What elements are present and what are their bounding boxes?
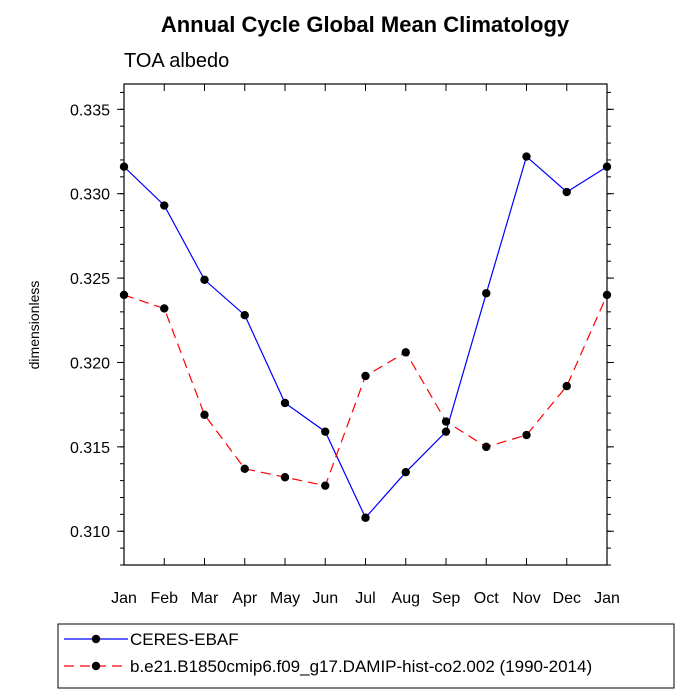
x-tick-labels: Jan Feb Mar Apr May Jun Jul Aug Sep Oct Nov Dec Jan — [111, 590, 620, 607]
x-tick-label: Apr — [232, 590, 258, 607]
data-point-series-1 — [441, 417, 451, 426]
series-line-0 — [123, 155, 608, 519]
legend-label-model: b.e21.B1850cmip6.f09_g17.DAMIP-hist-co2.… — [130, 657, 592, 676]
data-point-series-1 — [562, 381, 571, 391]
legend-marker-model — [91, 661, 101, 671]
data-point-series-1 — [482, 442, 491, 452]
chart-subtitle: TOA albedo — [124, 50, 229, 72]
data-point-series-0 — [240, 311, 249, 320]
legend-marker-ceres — [91, 634, 101, 644]
data-point-series-0 — [361, 513, 370, 522]
x-tick-label: Dec — [553, 590, 581, 607]
data-point-series-1 — [280, 473, 290, 482]
data-point-series-0 — [522, 152, 531, 161]
data-point-series-0 — [562, 187, 571, 197]
x-tick-label: Jan — [111, 590, 137, 607]
data-point-series-0 — [280, 398, 290, 408]
x-tick-label: Sep — [432, 590, 461, 607]
y-tick-label: 0.325 — [70, 271, 110, 288]
y-axis-label: dimensionless — [26, 281, 42, 370]
series-layer — [119, 152, 612, 522]
legend-box — [57, 623, 675, 689]
data-point-series-1 — [522, 430, 531, 440]
data-point-series-1 — [160, 304, 169, 313]
x-tick-label: Jul — [355, 590, 375, 607]
data-point-series-1 — [200, 410, 209, 419]
data-point-series-1 — [361, 371, 370, 381]
legend-label-ceres: CERES-EBAF — [130, 630, 239, 649]
y-tick-label: 0.335 — [70, 102, 110, 119]
x-tick-label: Jan — [594, 590, 620, 607]
data-point-series-0 — [160, 201, 169, 210]
x-tick-label: Nov — [512, 590, 540, 607]
legend: CERES-EBAF b.e21.B1850cmip6.f09_g17.DAMI… — [57, 623, 675, 689]
x-tick-label: Oct — [474, 590, 499, 607]
series-line-1 — [123, 294, 608, 487]
y-tick-label: 0.320 — [70, 355, 110, 372]
data-point-series-0 — [482, 289, 491, 298]
chart-title: Annual Cycle Global Mean Climatology — [161, 12, 570, 37]
x-tick-label: Feb — [150, 590, 178, 607]
y-tick-label: 0.330 — [70, 187, 110, 204]
data-point-series-0 — [321, 427, 330, 436]
data-point-series-1 — [240, 464, 249, 473]
y-tick-label: 0.315 — [70, 440, 110, 457]
data-point-series-1 — [401, 348, 410, 357]
plot-frame — [123, 83, 608, 566]
data-point-series-0 — [401, 467, 410, 477]
x-tick-label: Aug — [392, 590, 420, 607]
x-tick-label: Jun — [312, 590, 338, 607]
x-tick-label: May — [270, 590, 300, 607]
y-tick-label: 0.310 — [70, 524, 110, 541]
tick-marks — [117, 84, 614, 566]
x-tick-label: Mar — [191, 590, 219, 607]
y-tick-labels: 0.310 0.315 0.320 0.325 0.330 0.335 — [70, 102, 110, 541]
data-point-series-1 — [321, 481, 330, 490]
data-point-series-0 — [200, 275, 209, 284]
data-point-series-0 — [441, 427, 451, 436]
